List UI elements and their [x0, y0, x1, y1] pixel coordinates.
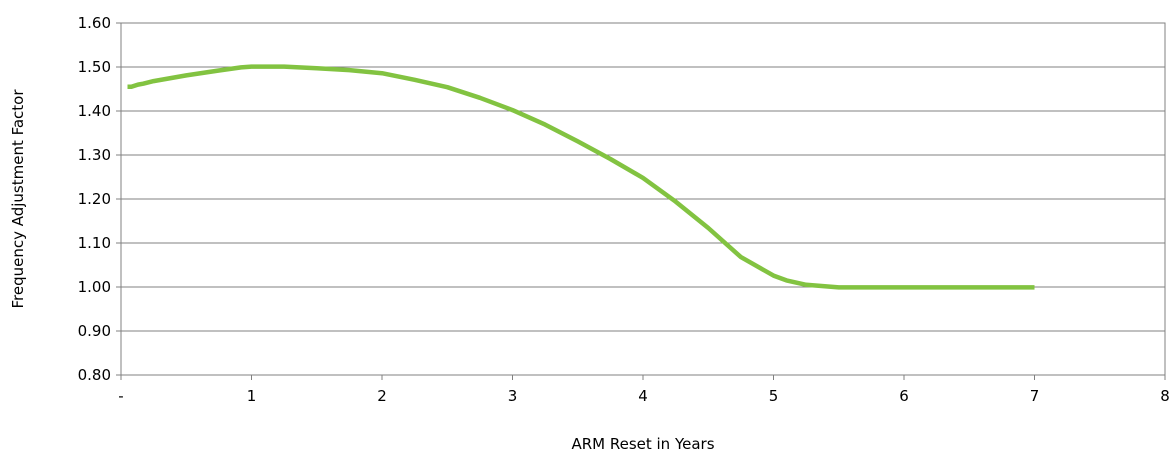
x-tick-label: 5	[769, 387, 779, 405]
gridlines	[121, 22, 1165, 376]
x-tick-label: 7	[1030, 387, 1040, 405]
series-line-0	[127, 64, 1035, 290]
x-axis-ticks: - 1 2 3 4 5 6 7 8	[118, 375, 1170, 405]
x-tick-label: 6	[899, 387, 909, 405]
y-tick-label: 1.20	[78, 190, 111, 208]
y-tick-label: 1.50	[78, 58, 111, 76]
y-tick-label: 0.90	[78, 322, 111, 340]
y-axis-ticks: 0.80 0.90 1.00 1.10 1.20 1.30 1.40 1.50 1.60	[78, 14, 121, 384]
series-layer	[127, 64, 1035, 290]
y-tick-label: 1.40	[78, 102, 111, 120]
x-tick-label: 3	[508, 387, 518, 405]
y-axis-title: Frequency Adjustment Factor	[9, 89, 27, 309]
y-tick-label: 1.10	[78, 234, 111, 252]
y-tick-label: 1.00	[78, 278, 111, 296]
y-tick-label: 1.30	[78, 146, 111, 164]
y-tick-label: 1.60	[78, 14, 111, 32]
x-tick-label: 1	[247, 387, 257, 405]
x-tick-label: 2	[377, 387, 387, 405]
x-tick-label: 4	[638, 387, 648, 405]
x-tick-label: -	[118, 387, 123, 405]
x-axis-title: ARM Reset in Years	[571, 435, 714, 453]
y-tick-label: 0.80	[78, 366, 111, 384]
x-tick-label: 8	[1160, 387, 1170, 405]
